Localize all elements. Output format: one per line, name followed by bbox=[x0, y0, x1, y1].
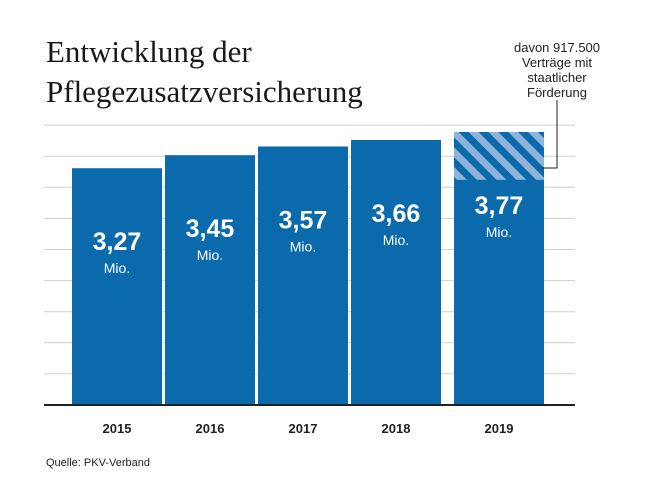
subsidy-annotation: davon 917.500 Verträge mit staatlicher F… bbox=[491, 40, 623, 100]
bar-unit-label: Mio. bbox=[104, 260, 130, 276]
bar-value-label: 3,77 bbox=[475, 192, 524, 220]
bar-value-label: 3,45 bbox=[186, 215, 235, 243]
bar-unit-label: Mio. bbox=[197, 247, 223, 263]
x-tick-label: 2015 bbox=[103, 421, 132, 436]
chart-title-line-2: Pflegezusatzversicherung bbox=[46, 74, 363, 109]
bar-unit-label: Mio. bbox=[383, 232, 409, 248]
annotation-line-2: Verträge mit bbox=[521, 55, 593, 70]
x-tick-label: 2017 bbox=[289, 421, 318, 436]
bar-value-label: 3,66 bbox=[372, 200, 421, 228]
bar-value-label: 3,57 bbox=[279, 206, 328, 234]
bar-unit-label: Mio. bbox=[290, 238, 316, 254]
bar-2015 bbox=[72, 168, 162, 405]
annotation-line-1: davon 917.500 bbox=[513, 40, 601, 55]
annotation-leader-line bbox=[542, 100, 558, 169]
annotation-line-3: staatlicher bbox=[527, 70, 587, 85]
annotation-line-4: Förderung bbox=[527, 85, 587, 100]
bar-value-label: 3,27 bbox=[93, 228, 142, 256]
subsidy-hatch-segment bbox=[454, 132, 544, 180]
source-note: Quelle: PKV-Verband bbox=[46, 457, 150, 469]
bar-unit-label: Mio. bbox=[486, 224, 512, 240]
x-tick-label: 2019 bbox=[485, 421, 514, 436]
chart-title: Entwicklung der Pflegezusatzversicherung bbox=[46, 32, 363, 112]
x-tick-label: 2018 bbox=[382, 421, 411, 436]
bar-2017 bbox=[258, 146, 348, 405]
chart-title-line-1: Entwicklung der bbox=[46, 34, 252, 69]
bar-2018 bbox=[351, 139, 441, 405]
x-tick-label: 2016 bbox=[196, 421, 225, 436]
bar-2016 bbox=[165, 155, 255, 405]
